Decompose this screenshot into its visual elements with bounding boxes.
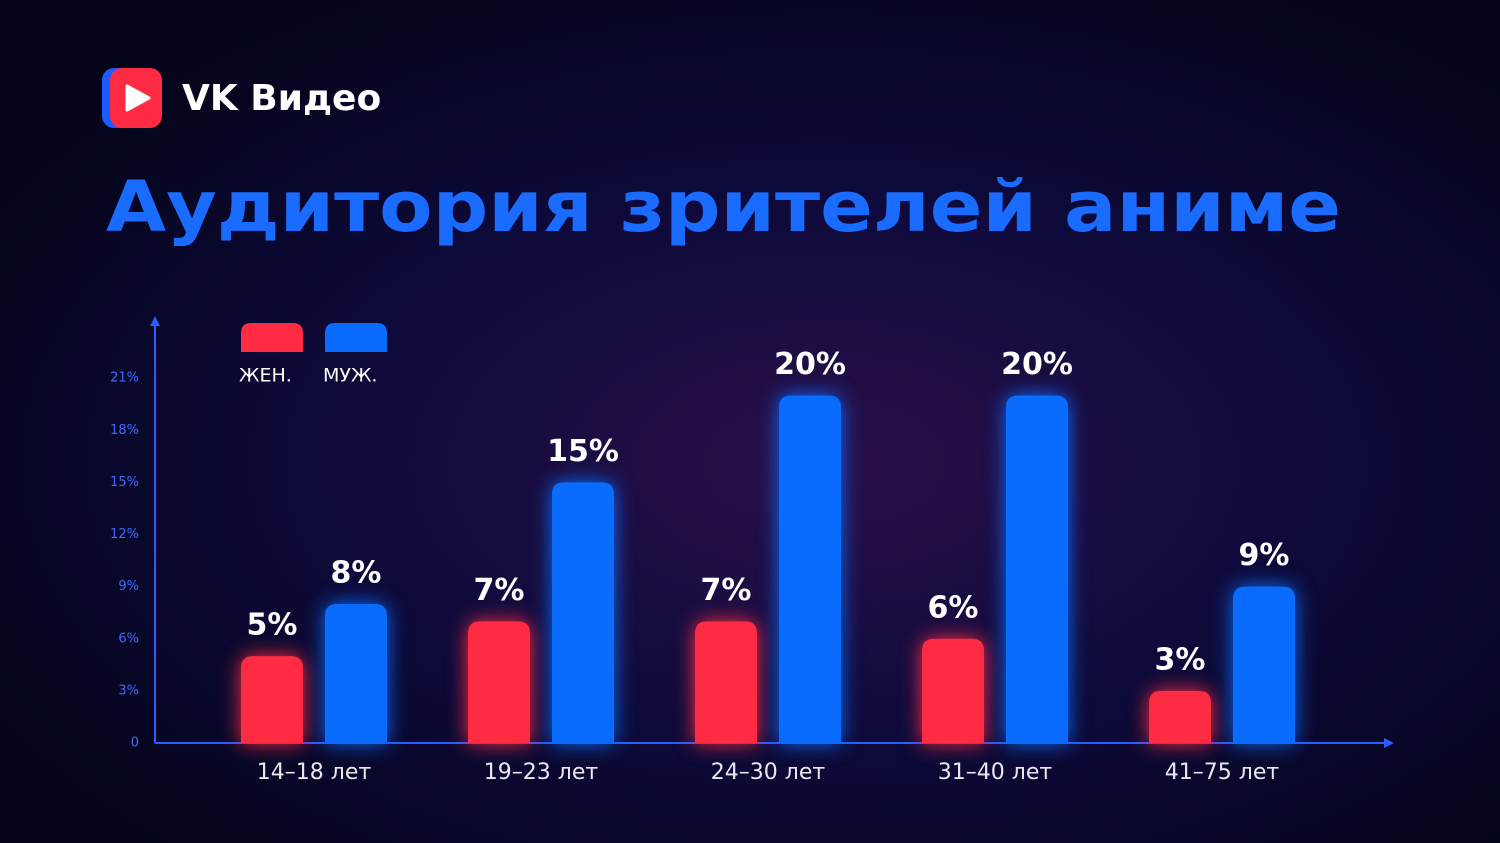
bar	[552, 482, 614, 743]
bar	[695, 621, 757, 743]
value-label: 7%	[474, 573, 525, 608]
value-label: 5%	[247, 608, 298, 643]
legend-label: ЖЕН.	[239, 365, 292, 387]
value-label: 9%	[1239, 538, 1290, 573]
bar	[922, 638, 984, 743]
y-tick-label: 18%	[110, 423, 139, 438]
x-tick-label: 19–23 лет	[484, 760, 599, 785]
brand: VK Видео	[182, 78, 381, 119]
bar	[325, 604, 387, 743]
x-tick-label: 14–18 лет	[257, 760, 372, 785]
bar	[1233, 586, 1295, 743]
chart-title: Аудитория зрителей аниме	[106, 166, 1341, 248]
y-tick-label: 3%	[118, 683, 139, 698]
bar	[241, 656, 303, 743]
y-tick-label: 21%	[110, 371, 139, 386]
y-tick-label: 6%	[118, 631, 139, 646]
value-label: 8%	[331, 556, 382, 591]
value-label: 6%	[928, 590, 979, 625]
y-arrow	[150, 316, 160, 326]
y-tick-label: 12%	[110, 527, 139, 542]
bar	[1149, 690, 1211, 743]
bar	[1006, 395, 1068, 743]
bar	[779, 395, 841, 743]
y-tick-label: 9%	[118, 579, 139, 594]
legend-label: МУЖ.	[323, 365, 377, 387]
legend-swatch	[325, 323, 387, 352]
value-label: 3%	[1155, 642, 1206, 677]
x-tick-label: 41–75 лет	[1165, 760, 1280, 785]
value-label: 20%	[1001, 347, 1073, 382]
value-label: 15%	[547, 434, 619, 469]
value-label: 7%	[701, 573, 752, 608]
y-tick-label: 15%	[110, 475, 139, 490]
legend-swatch	[241, 323, 303, 352]
y-tick-label: 0	[131, 736, 139, 751]
value-label: 20%	[774, 347, 846, 382]
x-tick-label: 31–40 лет	[938, 760, 1053, 785]
logo	[102, 68, 162, 128]
x-tick-label: 24–30 лет	[711, 760, 826, 785]
bar	[468, 621, 530, 743]
x-arrow	[1384, 738, 1394, 748]
